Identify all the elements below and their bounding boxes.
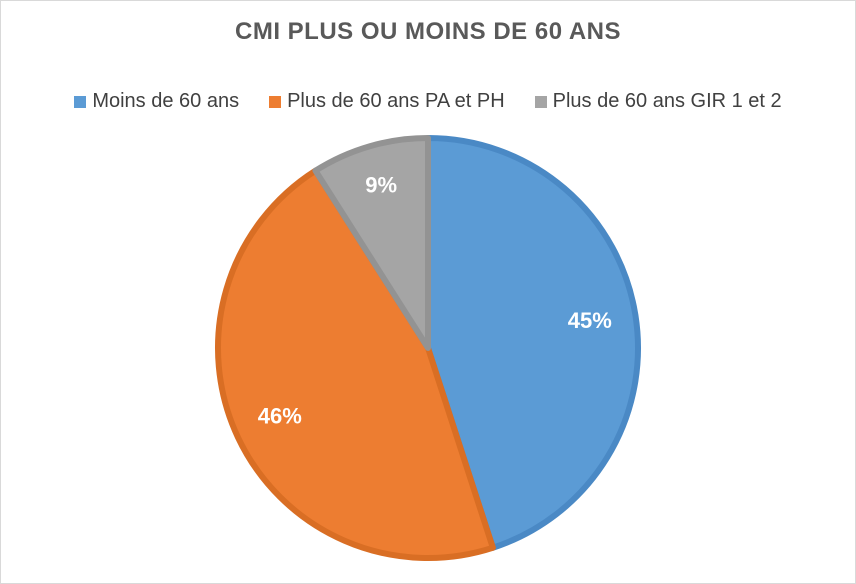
pie-slice-plus-60-gir xyxy=(312,135,431,351)
legend-label-plus-60-pa-ph: Plus de 60 ans PA et PH xyxy=(287,90,505,112)
legend: Moins de 60 ans Plus de 60 ans PA et PH … xyxy=(0,90,856,113)
legend-item-plus-60-pa-ph: Plus de 60 ans PA et PH xyxy=(269,90,505,113)
pie-slice-plus-60-pa-ph xyxy=(215,167,496,561)
legend-item-moins-60: Moins de 60 ans xyxy=(74,90,239,113)
legend-item-plus-60-gir: Plus de 60 ans GIR 1 et 2 xyxy=(534,90,782,113)
pie-label-plus-60-pa-ph: 46% xyxy=(258,404,302,429)
legend-swatch-plus-60-gir xyxy=(534,95,547,108)
pie-labels: 45% 46% 9% xyxy=(258,172,612,428)
legend-label-moins-60: Moins de 60 ans xyxy=(92,90,240,112)
legend-swatch-moins-60 xyxy=(74,95,87,108)
legend-swatch-plus-60-pa-ph xyxy=(269,95,282,108)
chart-title: CMI PLUS OU MOINS DE 60 ANS xyxy=(235,18,621,45)
pie-slice-moins-60 xyxy=(425,135,641,551)
pie-slices xyxy=(215,135,641,561)
pie-label-moins-60: 45% xyxy=(568,308,612,333)
legend-label-plus-60-gir: Plus de 60 ans GIR 1 et 2 xyxy=(552,90,782,112)
pie-label-plus-60-gir: 9% xyxy=(365,172,397,197)
